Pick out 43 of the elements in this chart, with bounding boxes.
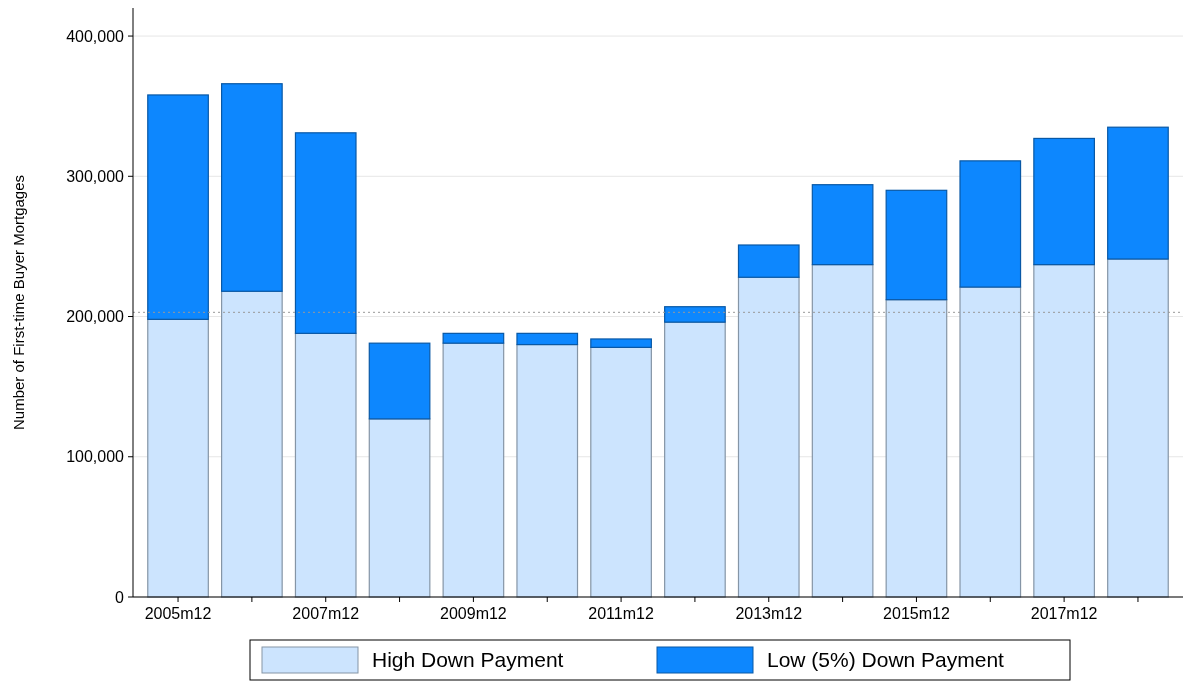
y-tick-label: 0 [115, 588, 125, 606]
bar [1033, 137, 1095, 266]
bar [737, 276, 800, 598]
bar [1107, 258, 1169, 598]
bar [664, 306, 726, 323]
x-tick-label: 2005m12 [144, 605, 212, 622]
legend-label: Low (5%) Down Payment [767, 648, 1005, 672]
bar [294, 332, 357, 598]
bar [294, 132, 357, 334]
bar [442, 332, 505, 344]
bar [590, 338, 652, 348]
x-tick-label: 2013m12 [735, 605, 803, 622]
bar [442, 342, 505, 598]
x-tick-label: 2017m12 [1030, 605, 1098, 622]
y-tick-label: 400,000 [66, 27, 125, 45]
y-tick-label: 100,000 [66, 448, 125, 466]
bar [147, 318, 209, 598]
bar [1033, 264, 1095, 598]
bar [885, 299, 948, 598]
legend-label: High Down Payment [372, 648, 564, 672]
y-tick-label: 300,000 [66, 167, 125, 185]
x-tick-label: 2009m12 [440, 605, 507, 622]
bar [885, 189, 948, 301]
bar [959, 286, 1022, 598]
x-tick-label: 2007m12 [292, 605, 360, 622]
bar [516, 343, 579, 598]
bar [811, 264, 874, 598]
bar [664, 321, 726, 598]
y-tick-label: 200,000 [66, 308, 125, 326]
y-axis-title: Number of First-time Buyer Mortgages [10, 174, 27, 431]
x-tick-label: 2015m12 [883, 605, 950, 622]
x-tick-label: 2011m12 [588, 605, 654, 622]
bar [737, 244, 800, 278]
bar [811, 184, 874, 266]
bar [147, 94, 209, 320]
bar [368, 418, 431, 598]
bar [221, 290, 283, 598]
bar [590, 346, 652, 598]
bar [516, 332, 579, 346]
bar [368, 342, 431, 420]
bar [1107, 126, 1169, 260]
bar [221, 83, 283, 292]
bar [959, 160, 1022, 288]
